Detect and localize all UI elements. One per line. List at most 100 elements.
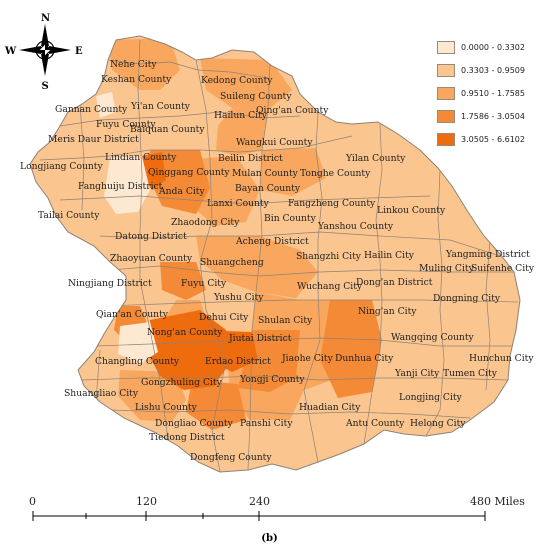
place-label: Acheng District bbox=[235, 236, 309, 247]
figure-label: (b) bbox=[0, 533, 539, 544]
place-label: Hunchun City bbox=[469, 353, 534, 364]
legend-item: 0.3303 - 0.9509 bbox=[437, 59, 533, 82]
legend: 0.0000 - 0.3302 0.3303 - 0.9509 0.9510 -… bbox=[437, 36, 533, 151]
place-label: Linkou County bbox=[377, 205, 446, 216]
place-label: Gongzhuling City bbox=[141, 377, 223, 388]
place-label: Yilan County bbox=[345, 153, 406, 164]
place-label: Gannan County bbox=[55, 104, 128, 115]
place-label: Dunhua City bbox=[335, 353, 394, 364]
place-label: Kedong County bbox=[201, 75, 273, 86]
place-label: Mulan County bbox=[232, 168, 299, 179]
place-label: Tiedong District bbox=[149, 432, 225, 443]
legend-swatch bbox=[437, 87, 455, 100]
place-label: Qing'an County bbox=[256, 105, 329, 116]
place-label: Longjiang County bbox=[20, 161, 104, 172]
place-label: Helong City bbox=[410, 418, 466, 429]
zone-class1 bbox=[118, 322, 158, 364]
place-label: Dehui City bbox=[199, 312, 249, 323]
zone-class4 bbox=[160, 262, 206, 300]
place-label: Bayan County bbox=[235, 183, 301, 194]
scale-label-480: 480 Miles bbox=[470, 495, 525, 508]
compass-west-arrow bbox=[19, 46, 41, 54]
scale-label-0: 0 bbox=[29, 495, 36, 508]
place-label: Meris Daur District bbox=[48, 134, 139, 145]
zone-class1 bbox=[96, 92, 116, 118]
place-label: Qinggang County bbox=[148, 167, 230, 178]
legend-label: 1.7586 - 3.0504 bbox=[461, 112, 525, 121]
place-label: Qian'an County bbox=[96, 309, 169, 320]
place-label: Fangzheng County bbox=[288, 198, 376, 209]
place-label: Huadian City bbox=[299, 402, 361, 413]
place-label: Dong'an District bbox=[356, 277, 433, 288]
compass-west-label: W bbox=[4, 46, 17, 57]
compass-east-label: E bbox=[75, 46, 83, 57]
compass-north-label: N bbox=[41, 13, 50, 24]
place-label: Muling City bbox=[419, 263, 475, 274]
zone-class3 bbox=[260, 148, 326, 196]
county-borders bbox=[39, 39, 519, 472]
place-label: Anda City bbox=[158, 186, 205, 197]
scale-label-240: 240 bbox=[249, 495, 270, 508]
place-label: Datong District bbox=[115, 231, 187, 242]
scale-label-120: 120 bbox=[136, 495, 157, 508]
place-label: Longjing City bbox=[399, 392, 463, 403]
place-label: Wangqing County bbox=[391, 332, 475, 343]
place-labels: Nehe City Keshan County Kedong County Ga… bbox=[20, 59, 535, 463]
place-label: Panshi City bbox=[240, 418, 293, 429]
place-label: Shuangcheng bbox=[200, 257, 264, 268]
compass-south-label: S bbox=[42, 81, 49, 92]
place-label: Lanxi County bbox=[207, 198, 270, 209]
zone-class3 bbox=[196, 236, 318, 298]
zone-class3 bbox=[118, 370, 186, 422]
zone-class3 bbox=[200, 58, 292, 110]
compass-east-arrow bbox=[49, 46, 71, 54]
place-label: Jiutai District bbox=[228, 333, 292, 344]
figure-label-text: (b) bbox=[261, 533, 278, 544]
legend-item: 0.9510 - 1.7585 bbox=[437, 82, 533, 105]
place-label: Fuyu County bbox=[96, 119, 156, 130]
place-label: Yanji City bbox=[394, 368, 440, 379]
zone-class1 bbox=[104, 156, 150, 214]
compass-south-arrow bbox=[41, 54, 49, 76]
place-label: Dongfeng County bbox=[190, 452, 272, 463]
place-label: Yushu City bbox=[213, 292, 264, 303]
legend-label: 3.0505 - 6.6102 bbox=[461, 135, 525, 144]
zone-class4 bbox=[186, 380, 246, 430]
legend-swatch bbox=[437, 64, 455, 77]
place-label: Dongliao County bbox=[155, 418, 234, 429]
place-label: Suileng County bbox=[220, 91, 292, 102]
place-label: Hailin City bbox=[364, 250, 415, 261]
legend-swatch bbox=[437, 133, 455, 146]
place-label: Hailun City bbox=[214, 110, 268, 121]
place-label: Suifenhe City bbox=[471, 263, 535, 274]
place-label: Dongning City bbox=[433, 293, 501, 304]
place-label: Yanshou County bbox=[317, 221, 394, 232]
zone-class3 bbox=[216, 108, 268, 156]
place-label: Nehe City bbox=[110, 59, 157, 70]
place-label: Ningjiang District bbox=[68, 278, 152, 289]
legend-label: 0.0000 - 0.3302 bbox=[461, 43, 525, 52]
scale-bar: 0 120 240 480 Miles bbox=[29, 495, 525, 521]
zone-class5 bbox=[142, 152, 166, 190]
zone-class4 bbox=[320, 300, 382, 398]
place-label: Yongji County bbox=[239, 374, 305, 385]
place-label: Zhaodong City bbox=[171, 217, 240, 228]
place-label: Baiquan County bbox=[130, 124, 205, 135]
compass-north-arrow bbox=[41, 24, 49, 46]
place-label: Wuchang City bbox=[297, 281, 363, 292]
place-label: Fuyu City bbox=[181, 278, 227, 289]
place-label: Zhaoyuan County bbox=[110, 253, 193, 264]
region-outline bbox=[29, 35, 521, 473]
place-label: Changling County bbox=[95, 356, 180, 367]
place-label: Ning'an City bbox=[358, 306, 417, 317]
place-label: Tailai County bbox=[38, 210, 100, 221]
place-label: Antu County bbox=[345, 418, 405, 429]
compass-rose: N S E W bbox=[4, 13, 83, 92]
place-label: Shangzhi City bbox=[296, 251, 362, 262]
legend-item: 0.0000 - 0.3302 bbox=[437, 36, 533, 59]
legend-label: 0.3303 - 0.9509 bbox=[461, 66, 525, 75]
zone-class5 bbox=[146, 310, 232, 390]
place-label: Beilin District bbox=[218, 153, 283, 164]
place-label: Erdao District bbox=[205, 356, 271, 367]
